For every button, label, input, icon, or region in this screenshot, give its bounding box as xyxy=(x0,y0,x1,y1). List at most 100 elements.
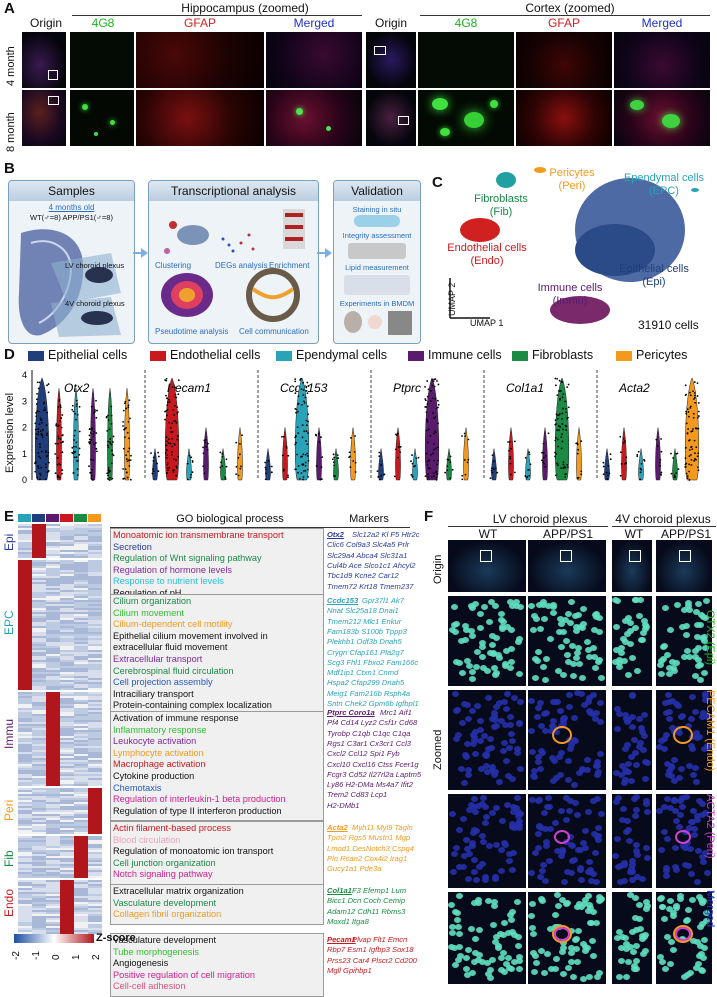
heatmap-cell xyxy=(60,846,74,848)
heatmap-cell xyxy=(60,710,74,712)
violin-point xyxy=(623,441,625,444)
violin-point xyxy=(235,465,238,468)
heatmap-cell xyxy=(32,774,46,776)
gene-label: Ptprc xyxy=(393,381,421,395)
heatmap-cell xyxy=(32,814,46,816)
heatmap-cell xyxy=(46,822,60,824)
violin-point xyxy=(110,462,113,465)
violin-point xyxy=(44,451,47,454)
violin-point xyxy=(307,459,310,462)
heatmap-cell xyxy=(46,910,60,912)
go-term: Tube morphogenesis xyxy=(113,946,199,957)
heatmap-cell xyxy=(60,660,74,662)
violin-point xyxy=(167,401,169,404)
heatmap-cell xyxy=(74,530,88,532)
violin-point xyxy=(45,434,48,437)
violin-point xyxy=(436,399,439,402)
marker-gene-primary: Pecam1 xyxy=(327,935,356,944)
heatmap-cell xyxy=(46,536,60,538)
violin-Otx2-2 xyxy=(73,388,79,481)
violin-point xyxy=(430,476,433,479)
heatmap-cell xyxy=(32,592,46,594)
heatmap-cell xyxy=(18,736,32,738)
heatmap-cell xyxy=(60,876,74,878)
heatmap-cell xyxy=(88,892,102,894)
heatmap-cell xyxy=(60,626,74,628)
violin-point xyxy=(306,381,309,384)
f-micrograph-otx2 xyxy=(656,596,712,686)
heatmap-cell xyxy=(60,596,74,598)
heatmap-cell xyxy=(60,824,74,826)
heatmap-cell xyxy=(46,802,60,804)
heatmap-cell xyxy=(60,774,74,776)
violin-point xyxy=(112,441,114,443)
heatmap-cell xyxy=(46,896,60,898)
heatmap-cell xyxy=(18,530,32,532)
heatmap-cell xyxy=(32,866,46,868)
heatmap-cell xyxy=(46,812,60,814)
heatmap-cell xyxy=(88,686,102,688)
violin-point xyxy=(619,435,622,438)
heatmap-cell xyxy=(74,764,88,766)
heatmap-cell xyxy=(60,872,74,874)
heatmap-cell xyxy=(32,772,46,774)
violin-point xyxy=(61,472,63,475)
violin-point xyxy=(305,430,308,433)
heatmap-cell xyxy=(60,638,74,640)
heatmap-cell xyxy=(74,780,88,782)
heatmap-cell xyxy=(88,682,102,684)
violin-point xyxy=(411,462,414,465)
violin-point xyxy=(446,469,449,472)
violin-point xyxy=(300,403,303,406)
heatmap-cell xyxy=(60,796,74,798)
heatmap-cell xyxy=(60,554,74,556)
heatmap-cell xyxy=(88,916,102,918)
heatmap-cell xyxy=(60,812,74,814)
violin-point xyxy=(92,435,95,438)
heatmap-cell xyxy=(74,586,88,588)
heatmap-cell xyxy=(88,618,102,620)
heatmap-cell xyxy=(18,704,32,706)
heatmap-cell xyxy=(60,778,74,780)
violin-point xyxy=(562,407,564,410)
heatmap-cell xyxy=(18,712,32,714)
heatmap-cell xyxy=(32,670,46,672)
violin-point xyxy=(164,452,167,454)
heatmap-cell xyxy=(60,680,74,682)
violin-point xyxy=(437,422,439,425)
heatmap-cell xyxy=(46,860,60,862)
heatmap-cell xyxy=(74,760,88,762)
heatmap-cell xyxy=(18,692,32,694)
heatmap-cell xyxy=(74,696,88,698)
violin-point xyxy=(61,414,64,416)
f-micrograph-acta2 xyxy=(656,794,712,888)
heatmap-cell xyxy=(18,870,32,872)
violin-point xyxy=(75,399,78,402)
violin-point xyxy=(93,443,96,446)
heatmap-cell xyxy=(88,744,102,746)
violin-point xyxy=(88,441,90,444)
violin-Col1a1-3 xyxy=(542,427,548,481)
violin-point xyxy=(302,469,305,472)
heatmap-cell xyxy=(74,768,88,770)
heatmap-cell xyxy=(88,734,102,736)
violin-point xyxy=(169,442,172,445)
violin-point xyxy=(444,471,447,474)
go-term: Cilium movement xyxy=(113,607,184,618)
violin-point xyxy=(39,446,41,448)
heatmap-cell xyxy=(88,864,102,866)
heatmap-cell xyxy=(88,630,102,632)
violin-point xyxy=(435,478,438,481)
heatmap-cell xyxy=(88,578,102,580)
heatmap-cell xyxy=(32,838,46,840)
heatmap-cell xyxy=(74,748,88,750)
heatmap-cell xyxy=(60,618,74,620)
violin-point xyxy=(490,469,493,472)
f-micrograph-pecam1 xyxy=(448,690,526,790)
heatmap-cell xyxy=(60,708,74,710)
violin-point xyxy=(348,456,350,459)
violin-point xyxy=(36,381,39,384)
violin-point xyxy=(295,441,298,444)
violin-point xyxy=(432,452,434,455)
violin-point xyxy=(437,459,439,462)
